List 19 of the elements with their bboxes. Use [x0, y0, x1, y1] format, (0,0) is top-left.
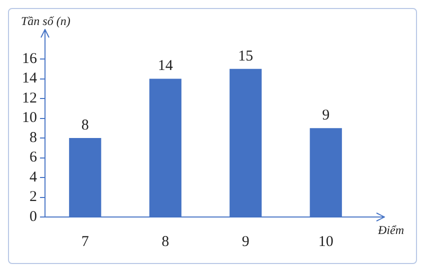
y-tick-label: 2	[30, 189, 37, 206]
x-tick-label: 10	[318, 234, 334, 250]
x-tick-label: 8	[162, 234, 170, 250]
y-tick-label: 6	[30, 150, 38, 166]
y-axis-title: Tần số (n)	[21, 14, 70, 28]
y-tick-label: 10	[22, 110, 37, 126]
x-tick-label: 7	[81, 234, 90, 250]
data-label: 15	[238, 48, 254, 64]
y-tick-label: 8	[30, 130, 37, 146]
y-tick-label: 16	[22, 50, 38, 67]
x-tick-label: 9	[242, 234, 250, 250]
data-label: 14	[158, 58, 174, 74]
y-tick-label: 12	[22, 90, 37, 106]
data-label: 9	[322, 108, 330, 124]
y-tick-label: 14	[22, 70, 38, 87]
y-tick-label: 0	[30, 208, 37, 225]
y-tick-label: 4	[30, 169, 38, 186]
x-axis-title: Điểm	[377, 223, 404, 238]
data-label: 8	[81, 117, 89, 134]
